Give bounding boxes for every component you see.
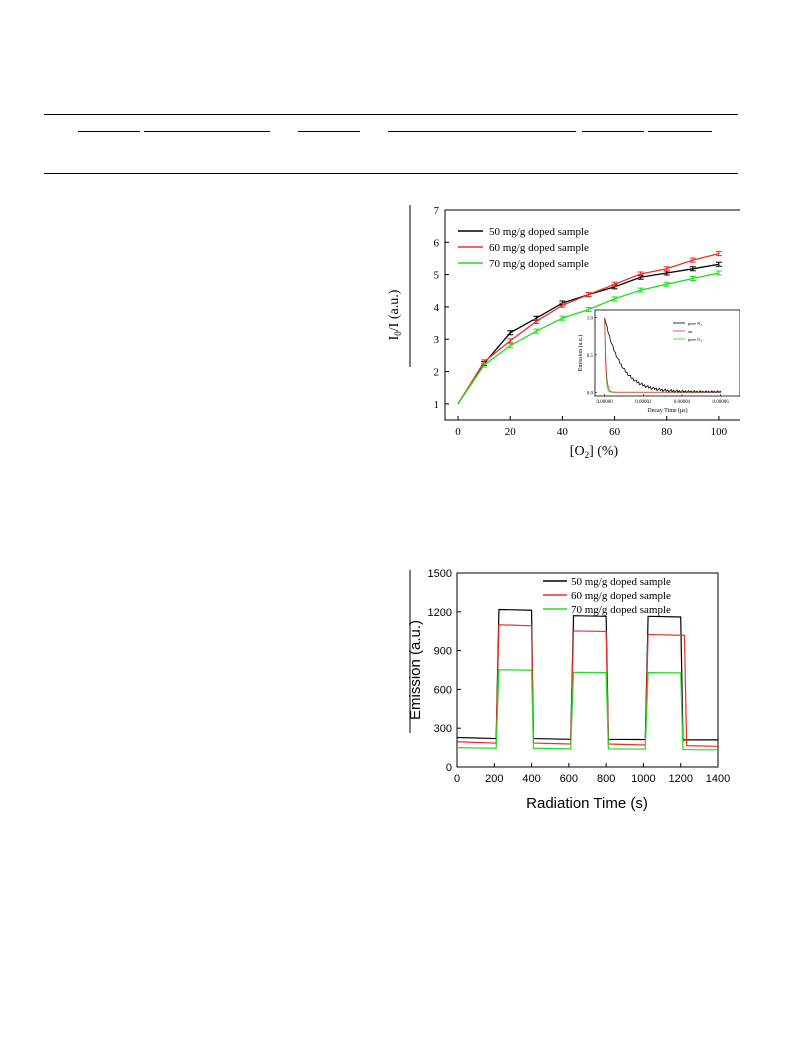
- y-tick-label: 0: [446, 762, 452, 774]
- error-bar: [689, 257, 696, 263]
- inset-y-axis-label: Emission (a.u.): [577, 335, 584, 372]
- y-tick-label: 5: [434, 270, 440, 282]
- x-tick-label: 1200: [668, 773, 692, 785]
- x-tick-label: 200: [485, 773, 503, 785]
- y-tick-label: 1200: [428, 607, 452, 619]
- y-tick-label: 1500: [428, 568, 452, 580]
- table-header-rule: [648, 131, 712, 132]
- table-header-rule: [388, 131, 576, 132]
- inset-x-tick-label: 0.00006: [713, 400, 730, 405]
- y-tick-label: 6: [434, 237, 440, 249]
- error-bar: [689, 266, 696, 272]
- x-tick-label: 80: [661, 426, 673, 438]
- error-bar: [663, 266, 670, 272]
- error-bar: [559, 315, 566, 321]
- inset-y-tick-label: 1.0: [587, 316, 594, 321]
- error-bar: [507, 338, 514, 344]
- inset-plot-area: [594, 309, 740, 397]
- y-tick-label: 4: [434, 302, 440, 314]
- y-axis-label: I0/I (a.u.): [387, 289, 403, 340]
- legend-label: 60 mg/g doped sample: [489, 242, 589, 254]
- table-header-rule: [78, 131, 140, 132]
- x-tick-label: 400: [522, 773, 540, 785]
- y-tick-label: 600: [434, 684, 452, 696]
- inset-legend-label: pure N₂: [688, 321, 702, 326]
- error-bar: [559, 302, 566, 308]
- error-bar: [715, 261, 722, 267]
- error-bar: [533, 328, 540, 334]
- error-bar: [715, 251, 722, 257]
- error-bar: [611, 281, 618, 287]
- error-bar: [507, 343, 514, 349]
- x-tick-label: 0: [455, 426, 461, 438]
- series-line: [456, 669, 719, 751]
- x-axis-label: Radiation Time (s): [526, 795, 648, 812]
- error-bar: [637, 287, 644, 293]
- table-header-rule: [298, 131, 360, 132]
- legend-label: 70 mg/g doped sample: [571, 604, 671, 616]
- inset-series-line: [604, 318, 722, 393]
- x-tick-label: 100: [711, 426, 728, 438]
- error-bar: [533, 318, 540, 324]
- plot-area: [456, 572, 719, 768]
- series-line: [456, 624, 719, 747]
- x-tick-label: 1400: [706, 773, 730, 785]
- inset-legend-label: air: [688, 329, 693, 334]
- inset-x-tick-label: 0.00002: [635, 400, 652, 405]
- inset-x-tick-label: 0.00004: [674, 400, 691, 405]
- error-bar: [715, 270, 722, 276]
- error-bar: [637, 271, 644, 277]
- stern-volmer-chart: I0/I (a.u.) [O2] (%) 0 20 40 60 80 100 1 2 3 4 5 6 7…: [387, 205, 740, 460]
- x-tick-label: 20: [505, 426, 517, 438]
- y-tick-label: 900: [434, 646, 452, 658]
- error-bar: [481, 362, 488, 368]
- plot-area: [444, 209, 740, 421]
- x-tick-label: 0: [454, 773, 460, 785]
- y-tick-label: 300: [434, 723, 452, 735]
- emission-time-chart: Emission (a.u.) Radiation Time (s) 0 200 4…: [407, 568, 730, 812]
- error-bar: [507, 330, 514, 336]
- legend-label: 50 mg/g doped sample: [489, 226, 589, 238]
- y-tick-label: 2: [434, 367, 440, 379]
- error-bar: [585, 292, 592, 298]
- table-bottom-rule: [44, 173, 738, 174]
- x-tick-label: 60: [609, 426, 621, 438]
- error-bar: [689, 275, 696, 281]
- error-bar: [585, 307, 592, 313]
- legend-label: 60 mg/g doped sample: [571, 590, 671, 602]
- legend-label: 70 mg/g doped sample: [489, 258, 589, 270]
- y-tick-label: 7: [434, 205, 440, 217]
- table-header-rule: [144, 131, 270, 132]
- y-axis-label: Emission (a.u.): [407, 620, 424, 720]
- inset-x-tick-label: 0.00000: [597, 400, 614, 405]
- x-tick-label: 600: [560, 773, 578, 785]
- inset-x-axis-label: Decay Time (μs): [647, 407, 687, 414]
- series-line: [456, 608, 718, 741]
- inset-legend-label: pure O₂: [688, 337, 702, 342]
- y-tick-label: 3: [434, 334, 440, 346]
- x-axis-label: [O2] (%): [570, 444, 619, 460]
- error-bar: [663, 281, 670, 287]
- x-tick-label: 800: [597, 773, 615, 785]
- legend-label: 50 mg/g doped sample: [571, 576, 671, 588]
- x-tick-label: 40: [557, 426, 569, 438]
- y-tick-label: 1: [434, 399, 440, 411]
- inset-y-tick-label: 0.0: [587, 391, 594, 396]
- error-bar: [611, 296, 618, 302]
- table-header-rule: [582, 131, 644, 132]
- x-tick-label: 1000: [631, 773, 655, 785]
- table-top-rule: [44, 114, 738, 115]
- inset-y-tick-label: 0.5: [587, 354, 594, 359]
